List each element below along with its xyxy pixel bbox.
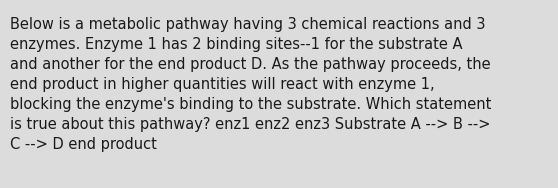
- Text: Below is a metabolic pathway having 3 chemical reactions and 3
enzymes. Enzyme 1: Below is a metabolic pathway having 3 ch…: [10, 17, 492, 152]
